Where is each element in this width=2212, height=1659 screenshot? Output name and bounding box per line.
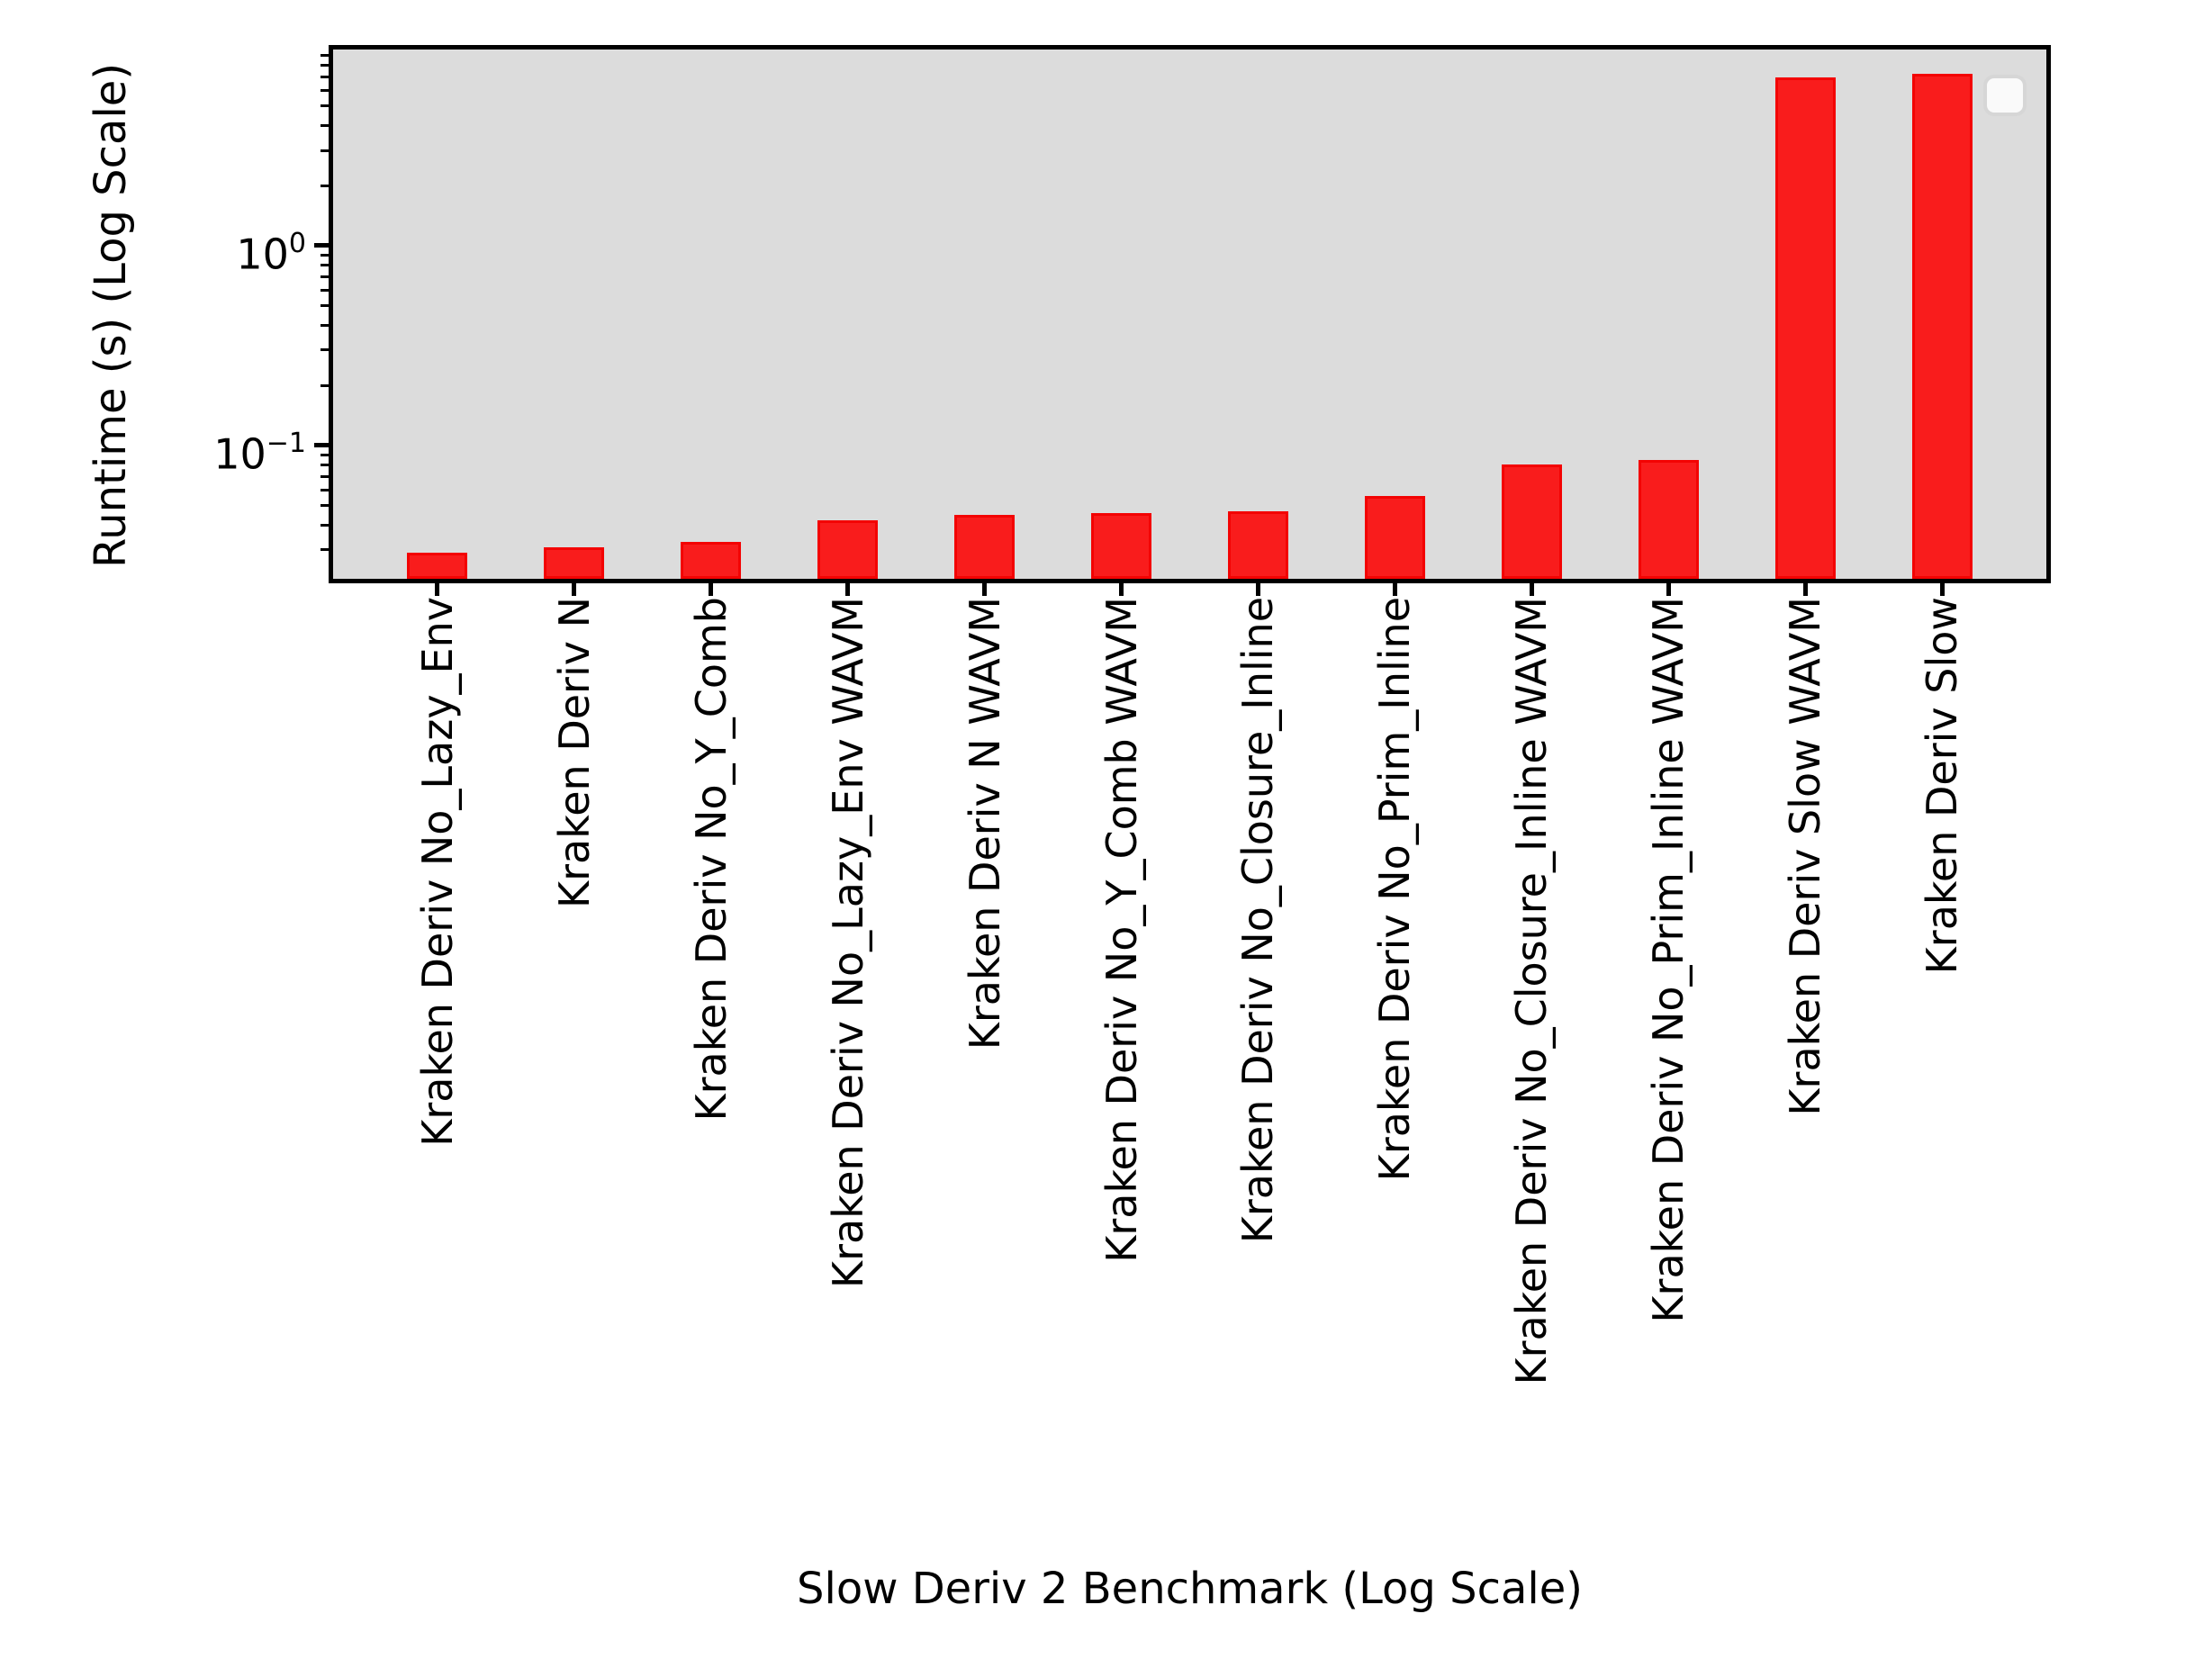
y-tick-label: 100 — [108, 219, 306, 281]
y-minor-tick — [321, 548, 329, 552]
x-tick-label: Kraken Deriv No_Y_Comb — [686, 597, 736, 1122]
x-major-tick — [1119, 583, 1124, 596]
bar — [1911, 73, 1973, 579]
y-major-tick — [314, 243, 329, 248]
y-minor-tick — [321, 88, 329, 92]
x-tick-label: Kraken Deriv No_Y_Comb WAVM — [1097, 597, 1146, 1263]
x-tick-label: Kraken Deriv No_Prim_Inline — [1370, 597, 1420, 1182]
x-major-tick — [845, 583, 850, 596]
x-major-tick — [1939, 583, 1945, 596]
y-tick-base: 10 — [236, 230, 289, 279]
y-tick-exponent: −1 — [266, 427, 306, 459]
y-minor-tick — [321, 75, 329, 78]
y-minor-tick — [321, 323, 329, 327]
y-major-tick — [314, 443, 329, 448]
x-tick-label: Kraken Deriv Slow — [1918, 597, 1967, 975]
x-tick-label: Kraken Deriv No_Lazy_Env — [412, 597, 462, 1147]
x-tick-label: Kraken Deriv No_Closure_Inline — [1233, 597, 1283, 1244]
bar — [407, 553, 468, 579]
bar — [1091, 512, 1151, 579]
x-major-tick — [1666, 583, 1671, 596]
y-tick-label: 10−1 — [108, 419, 306, 481]
x-tick-label: Kraken Deriv No_Prim_Inline WAVM — [1644, 597, 1693, 1323]
y-minor-tick — [321, 348, 329, 352]
bar — [1364, 495, 1425, 579]
y-tick-base: 10 — [213, 429, 266, 479]
x-major-tick — [1255, 583, 1260, 596]
y-minor-tick — [321, 253, 329, 257]
x-major-tick — [982, 583, 987, 596]
y-axis-label: Runtime (s) (Log Scale) — [86, 62, 136, 568]
y-minor-tick — [321, 474, 329, 478]
y-minor-tick — [321, 104, 329, 108]
y-minor-tick — [321, 123, 329, 127]
x-major-tick — [572, 583, 576, 596]
y-minor-tick — [321, 463, 329, 466]
x-axis-label: Slow Deriv 2 Benchmark (Log Scale) — [797, 1564, 1583, 1614]
y-minor-tick — [321, 504, 329, 508]
x-tick-label: Kraken Deriv No_Closure_Inline WAVM — [1507, 597, 1557, 1385]
y-minor-tick — [321, 383, 329, 387]
plot-inner — [333, 50, 2046, 579]
bar — [1501, 464, 1562, 579]
x-tick-label: Kraken Deriv N — [549, 597, 599, 909]
y-minor-tick — [321, 488, 329, 491]
x-major-tick — [435, 583, 440, 596]
legend-box — [1983, 75, 2027, 116]
y-minor-tick — [321, 263, 329, 266]
y-minor-tick — [321, 64, 329, 68]
x-major-tick — [1392, 583, 1397, 596]
y-tick-exponent: 0 — [288, 227, 306, 259]
x-major-tick — [1802, 583, 1808, 596]
bar — [954, 514, 1015, 579]
x-tick-label: Kraken Deriv No_Lazy_Env WAVM — [823, 597, 872, 1289]
x-major-tick — [1529, 583, 1534, 596]
bar — [1638, 459, 1699, 579]
y-minor-tick — [321, 149, 329, 152]
y-minor-tick — [321, 453, 329, 456]
bar — [544, 546, 604, 579]
bar — [681, 541, 741, 579]
bar — [817, 520, 878, 579]
y-minor-tick — [321, 184, 329, 187]
bar — [1227, 510, 1288, 579]
x-tick-label: Kraken Deriv Slow WAVM — [1781, 597, 1830, 1116]
y-minor-tick — [321, 523, 329, 527]
bar — [1774, 77, 1836, 579]
x-major-tick — [709, 583, 713, 596]
y-minor-tick — [321, 275, 329, 278]
x-tick-label: Kraken Deriv N WAVM — [960, 597, 1009, 1050]
plot-area — [329, 45, 2051, 583]
y-minor-tick — [321, 53, 329, 57]
y-minor-tick — [321, 304, 329, 308]
y-minor-tick — [321, 288, 329, 292]
